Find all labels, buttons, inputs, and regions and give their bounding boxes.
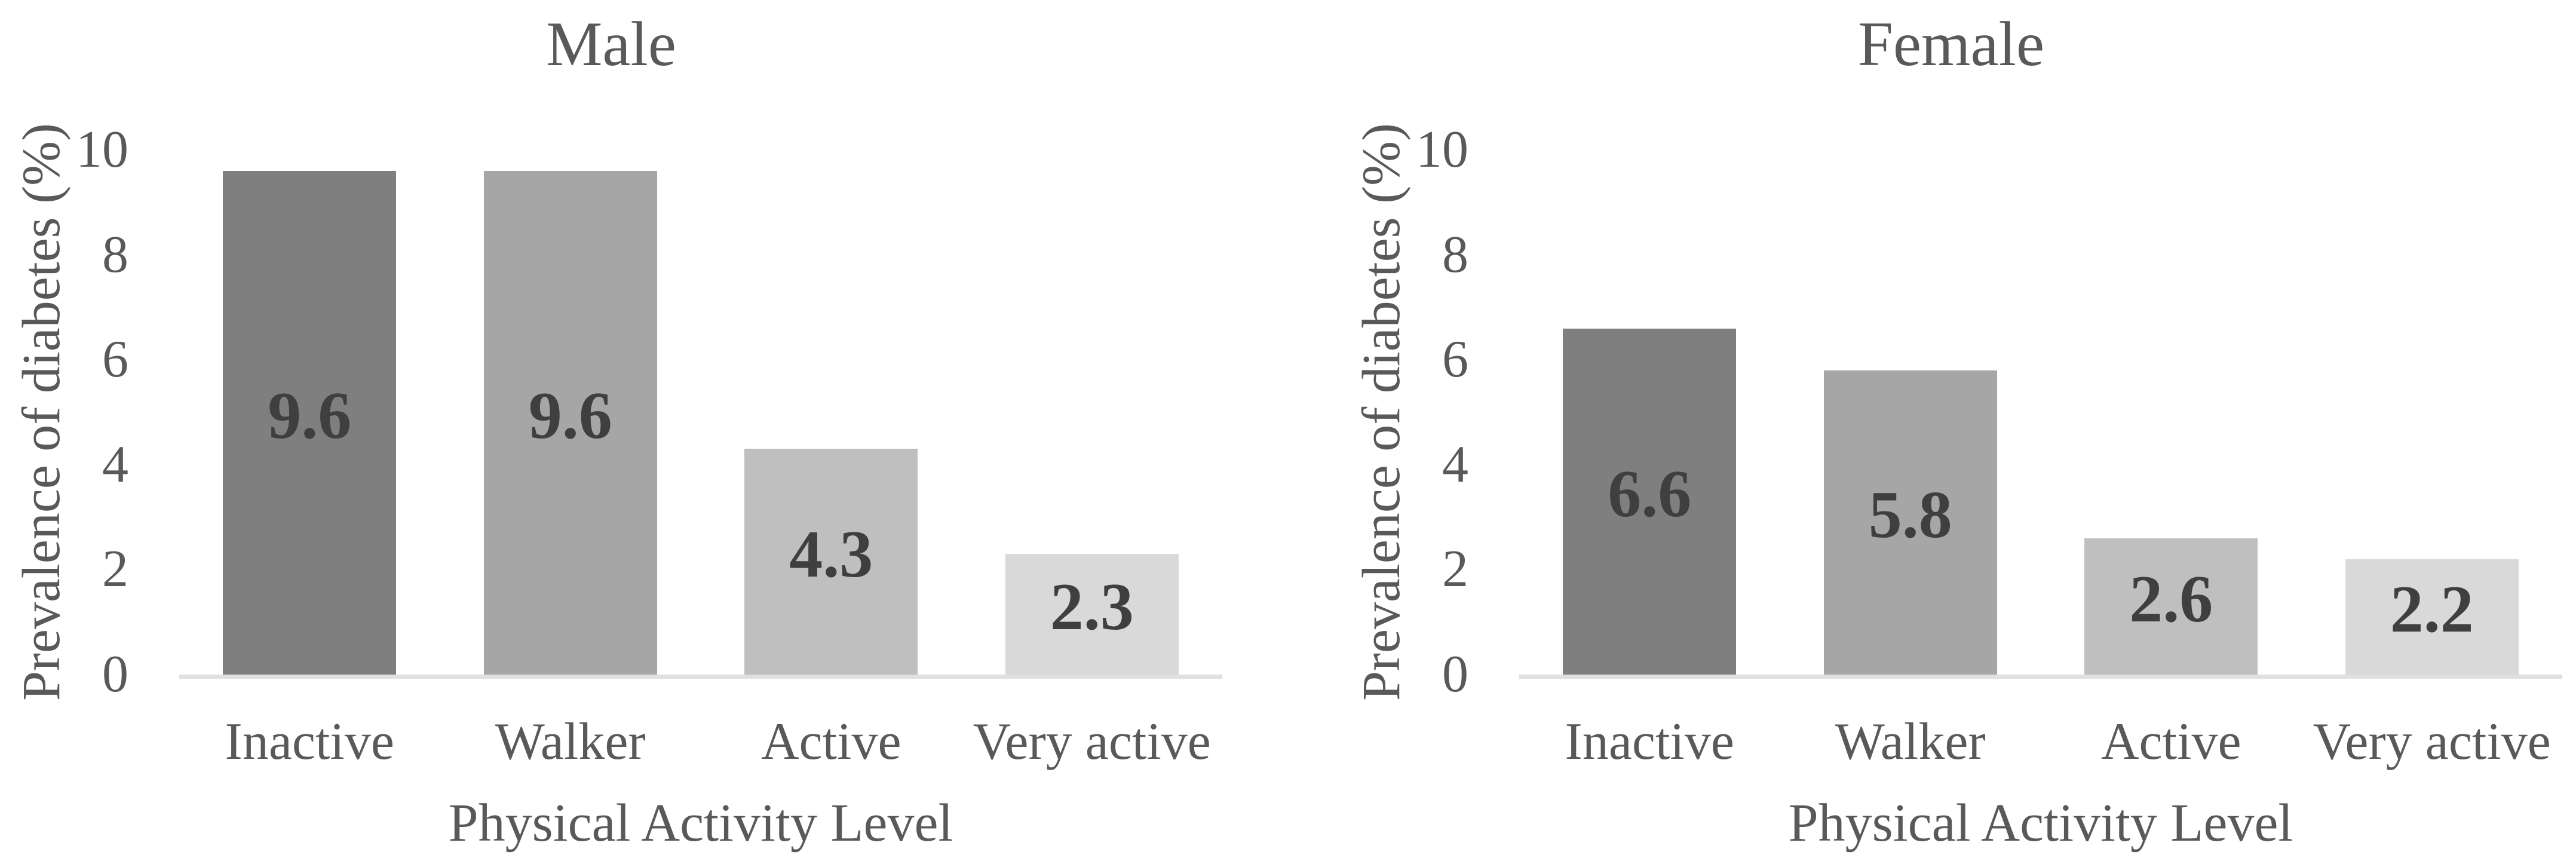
y-tick-label: 6 (1442, 330, 1468, 389)
bar-slot: 9.6 (440, 150, 701, 675)
bar-inactive: 9.6 (223, 171, 397, 675)
chart-title: Female (1858, 9, 2044, 79)
bar-slot: 4.3 (701, 150, 962, 675)
bar-value-label: 2.2 (2390, 572, 2474, 647)
bar-value-label: 6.6 (1608, 457, 1692, 532)
plot-area: 6.6 5.8 2.6 2.2 (1519, 150, 2562, 679)
bar-value-label: 2.6 (2129, 562, 2213, 636)
y-tick-label: 4 (1442, 435, 1468, 494)
bar-very-active: 2.2 (2345, 559, 2519, 675)
x-category-label: Walker (495, 713, 646, 771)
y-tick-label: 4 (102, 435, 128, 494)
y-tick-label: 10 (1416, 121, 1468, 179)
bar-value-label: 5.8 (1868, 478, 1952, 553)
x-axis-line (1519, 675, 2562, 679)
y-tick-label: 0 (102, 645, 128, 703)
x-axis-title: Physical Activity Level (448, 793, 953, 853)
bar-value-label: 9.6 (268, 378, 352, 453)
y-axis-ticks: 0 2 4 6 8 10 (1358, 124, 1468, 701)
x-category-label: Inactive (1565, 713, 1734, 771)
y-axis-ticks: 0 2 4 6 8 10 (18, 124, 128, 701)
bar-walker: 9.6 (483, 171, 657, 675)
bar-inactive: 6.6 (1563, 328, 1737, 675)
bar-very-active: 2.3 (1005, 554, 1179, 675)
bar-slot: 6.6 (1519, 150, 1780, 675)
x-category-label: Very active (973, 713, 1211, 771)
bar-slot: 2.2 (2302, 150, 2563, 675)
bar-value-label: 2.3 (1050, 570, 1134, 645)
chart-title: Male (546, 9, 676, 79)
plot-area: 9.6 9.6 4.3 2.3 (179, 150, 1222, 679)
y-tick-label: 8 (1442, 225, 1468, 284)
bar-active: 4.3 (744, 449, 918, 675)
y-tick-label: 10 (76, 121, 128, 179)
y-tick-label: 0 (1442, 645, 1468, 703)
bar-slot: 2.6 (2041, 150, 2302, 675)
bar-slot: 2.3 (962, 150, 1223, 675)
x-category-label: Very active (2313, 713, 2551, 771)
bar-series: 6.6 5.8 2.6 2.2 (1519, 150, 2562, 675)
bar-value-label: 9.6 (528, 378, 612, 453)
x-axis-title: Physical Activity Level (1788, 793, 2293, 853)
x-category-label: Inactive (225, 713, 394, 771)
x-category-label: Active (2100, 713, 2241, 771)
bar-walker: 5.8 (1823, 370, 1997, 675)
y-tick-label: 8 (102, 225, 128, 284)
bar-slot: 5.8 (1780, 150, 2041, 675)
y-tick-label: 6 (102, 330, 128, 389)
bar-active: 2.6 (2084, 538, 2258, 675)
y-tick-label: 2 (1442, 540, 1468, 599)
bar-series: 9.6 9.6 4.3 2.3 (179, 150, 1222, 675)
x-axis-line (179, 675, 1222, 679)
x-category-label: Walker (1835, 713, 1986, 771)
bar-slot: 9.6 (179, 150, 440, 675)
bar-value-label: 4.3 (789, 517, 873, 592)
chart-panel-male: Male Prevalence of diabetes (%) 0 2 4 6 8 10 … (12, 9, 1222, 853)
x-category-labels: Inactive Walker Active Very active (1519, 708, 2562, 776)
y-tick-label: 2 (102, 540, 128, 599)
x-category-labels: Inactive Walker Active Very active (179, 708, 1222, 776)
x-category-label: Active (760, 713, 901, 771)
